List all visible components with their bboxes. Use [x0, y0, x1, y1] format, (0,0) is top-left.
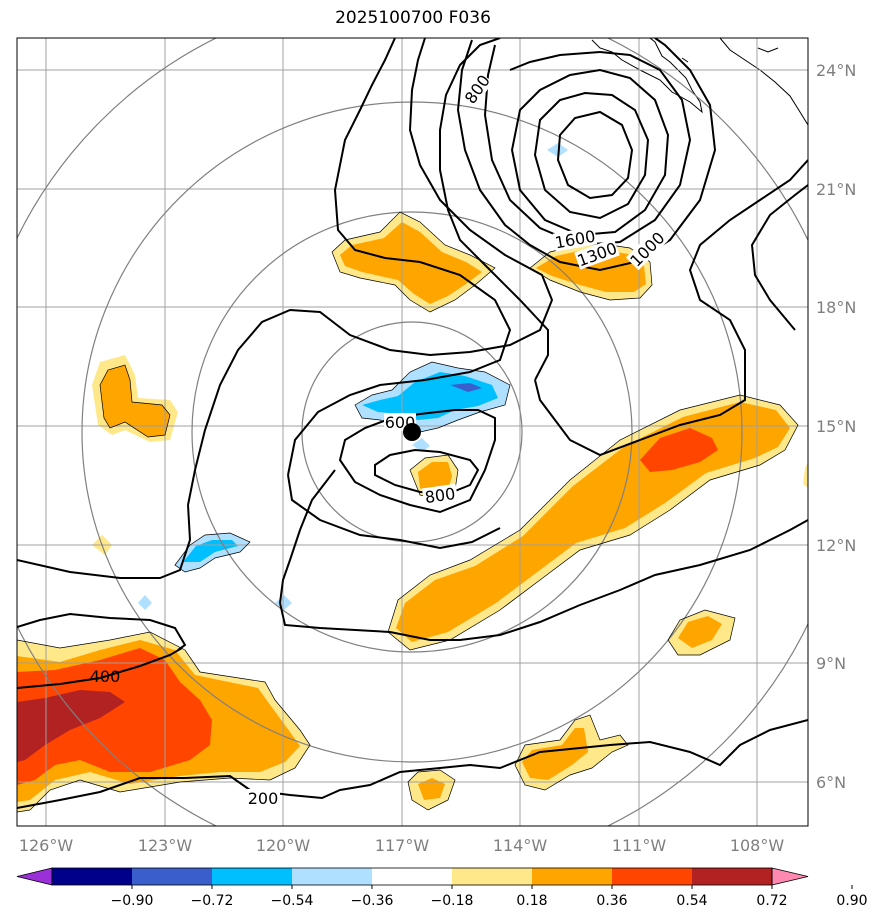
lon-tick: 117°W	[375, 836, 430, 855]
shade-firebrick-sw	[17, 690, 125, 762]
contour-labels: 800 1600 1300 1000 600 800 400 200	[90, 71, 669, 808]
colorbar-extend-low	[16, 867, 53, 886]
lon-tick: 126°W	[19, 836, 74, 855]
colorbar-bin	[132, 868, 213, 885]
shade-red-band	[640, 428, 718, 472]
colorbar-tick-label: −0.90	[111, 893, 154, 909]
colorbar-bin	[532, 868, 613, 885]
lat-tick: 9°N	[816, 654, 846, 673]
lat-tick: 24°N	[816, 61, 856, 80]
shade-yellow-edge	[803, 462, 808, 488]
colorbar-frame	[51, 867, 773, 886]
contour-label-200: 200	[248, 789, 279, 808]
shade-orange-small2	[678, 616, 722, 648]
coastline	[591, 38, 808, 126]
shade-lightblue-small3	[412, 438, 430, 452]
colorbar-bin	[692, 868, 773, 885]
shade-orange-small3	[522, 728, 588, 780]
shade-lightblue-small4	[547, 143, 568, 157]
lat-tick: 12°N	[816, 536, 856, 555]
map-frame	[16, 37, 809, 827]
colorbar-bin	[372, 868, 453, 885]
colorbar-bin	[212, 868, 293, 885]
lat-tick: 15°N	[816, 417, 856, 436]
shade-lightblue-small1	[138, 595, 152, 610]
storm-center-marker	[403, 423, 421, 441]
shade-orange-small4	[418, 778, 445, 800]
colorbar-tick-label: −0.72	[191, 893, 234, 909]
lat-tick: 21°N	[816, 180, 856, 199]
lat-tick: 6°N	[816, 773, 846, 792]
lon-tick: 120°W	[256, 836, 311, 855]
colorbar-bin	[612, 868, 693, 885]
map-title: 2025100700 F036	[335, 8, 491, 28]
colorbar-tick-label: 0.36	[596, 893, 627, 909]
colorbar-bin	[292, 868, 373, 885]
height-contours	[17, 38, 808, 809]
colorbar-tick-label: −0.36	[351, 893, 394, 909]
lat-tick-labels: 24°N 21°N 18°N 15°N 12°N 9°N 6°N	[816, 61, 856, 792]
shade-orange-west	[100, 365, 170, 437]
colorbar-tick-label: 0.54	[676, 893, 707, 909]
shade-royal-center	[450, 383, 482, 392]
colorbar-tick-label: 0.72	[756, 893, 787, 909]
lon-tick: 114°W	[493, 836, 548, 855]
colorbar: −0.90 −0.72 −0.54 −0.36 −0.18 0.18 0.36 0.54 0.7…	[16, 867, 868, 909]
lon-tick: 123°W	[138, 836, 193, 855]
colorbar-extend-high	[771, 867, 809, 886]
contour-label-800-south: 800	[424, 484, 457, 507]
colorbar-bin	[52, 868, 133, 885]
shade-orange-ne	[536, 248, 646, 292]
colorbar-tick-label: −0.18	[431, 893, 474, 909]
contour-label-400: 400	[90, 667, 121, 686]
shade-orange-north	[340, 222, 482, 304]
colorbar-tick-label: −0.54	[271, 893, 314, 909]
lon-tick: 111°W	[612, 836, 667, 855]
lon-tick-labels: 126°W 123°W 120°W 117°W 114°W 111°W 108°…	[19, 836, 785, 855]
lat-tick: 18°N	[816, 298, 856, 317]
map-plot-area: 800 1600 1300 1000 600 800 400 200	[17, 38, 808, 826]
colorbar-bin	[452, 868, 533, 885]
colorbar-tick-label: 0.90	[836, 893, 867, 909]
lon-tick: 108°W	[730, 836, 785, 855]
shaded-field	[17, 143, 808, 812]
colorbar-tick-label: 0.18	[516, 893, 547, 909]
